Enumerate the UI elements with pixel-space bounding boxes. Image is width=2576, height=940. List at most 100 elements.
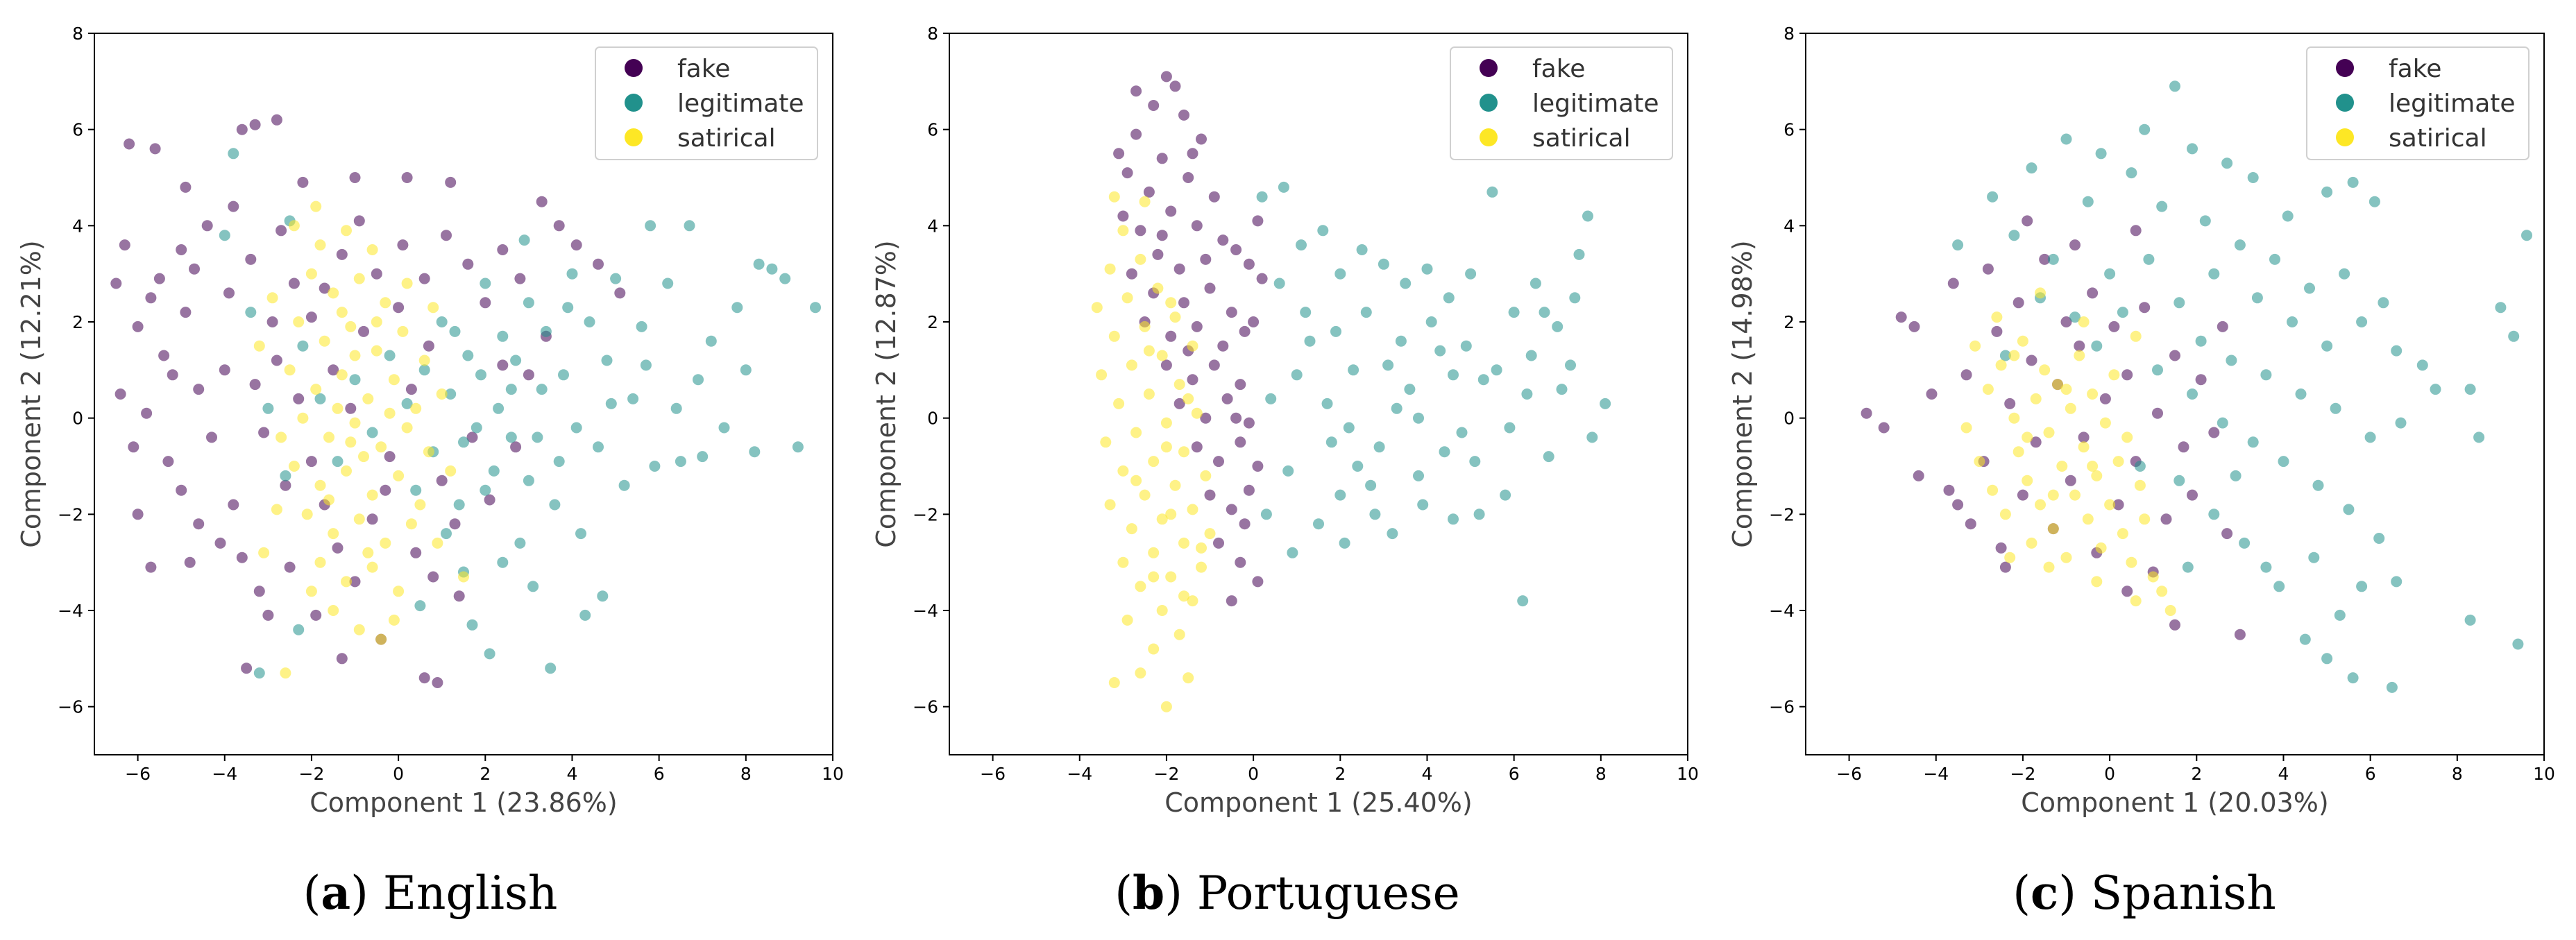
legitimate-point bbox=[2239, 537, 2251, 549]
fake-point bbox=[1248, 316, 1260, 327]
satirical-point bbox=[353, 624, 365, 635]
fake-point bbox=[2060, 316, 2072, 327]
fake-point bbox=[445, 176, 457, 188]
legitimate-point bbox=[1530, 277, 1541, 289]
satirical-point bbox=[2074, 350, 2085, 361]
fake-point bbox=[1895, 311, 1907, 323]
fake-point bbox=[1196, 133, 1207, 145]
satirical-point bbox=[314, 479, 326, 491]
legitimate-point bbox=[1395, 335, 1407, 347]
legitimate-point bbox=[1486, 186, 1498, 198]
fake-point bbox=[2017, 489, 2028, 501]
satirical-point bbox=[336, 369, 348, 381]
legitimate-point bbox=[2347, 672, 2359, 684]
legend-label-legitimate: legitimate bbox=[1532, 89, 1659, 118]
legitimate-point bbox=[1404, 384, 1416, 395]
satirical-point bbox=[305, 586, 317, 597]
fake-point bbox=[249, 119, 261, 130]
fake-point bbox=[384, 451, 396, 463]
fake-point bbox=[1239, 325, 1251, 337]
fake-point bbox=[2112, 499, 2124, 511]
satirical-point bbox=[410, 402, 422, 414]
satirical-point bbox=[2117, 528, 2128, 540]
satirical-point bbox=[1160, 417, 1172, 429]
fake-point bbox=[258, 427, 270, 438]
legitimate-point bbox=[1413, 412, 1424, 424]
fake-point bbox=[536, 196, 548, 207]
legitimate-point bbox=[1500, 489, 1511, 501]
legitimate-point bbox=[1360, 307, 1372, 318]
fake-point bbox=[1217, 234, 1229, 246]
x-tick-label: 2 bbox=[2191, 764, 2202, 784]
satirical-point bbox=[1991, 311, 2003, 323]
legend: fake legitimate satirical bbox=[595, 46, 818, 160]
satirical-point bbox=[366, 244, 378, 255]
fake-point bbox=[189, 263, 200, 275]
legitimate-point bbox=[219, 230, 230, 241]
satirical-point bbox=[341, 576, 352, 588]
satirical-point bbox=[1196, 542, 1207, 554]
fake-point bbox=[336, 248, 348, 260]
satirical-point bbox=[1196, 561, 1207, 573]
legitimate-point bbox=[1565, 359, 1576, 371]
legitimate-point bbox=[1473, 509, 1485, 520]
fake-point bbox=[284, 561, 296, 573]
legitimate-point bbox=[605, 398, 617, 409]
legitimate-point bbox=[2273, 581, 2285, 592]
fake-point bbox=[1213, 537, 1224, 549]
fake-point bbox=[328, 364, 339, 376]
fake-point bbox=[158, 350, 170, 361]
fake-point bbox=[418, 273, 430, 284]
fake-point bbox=[180, 307, 192, 318]
legitimate-point bbox=[1317, 225, 1329, 237]
satirical-point bbox=[2147, 571, 2159, 583]
satirical-point bbox=[1183, 393, 1194, 404]
satirical-point bbox=[2043, 561, 2055, 573]
legitimate-point bbox=[697, 451, 709, 463]
caption-letter-bold: a bbox=[321, 866, 350, 920]
fake-point bbox=[462, 258, 474, 270]
legitimate-point bbox=[1278, 181, 1289, 193]
legitimate-point bbox=[2391, 345, 2403, 357]
satirical-point bbox=[2035, 287, 2046, 299]
x-tick-label: −6 bbox=[125, 764, 151, 784]
satirical-point bbox=[384, 407, 396, 419]
satirical-point bbox=[2060, 384, 2072, 395]
legitimate-point bbox=[1391, 402, 1403, 414]
fake-point bbox=[2208, 427, 2220, 438]
fake-point bbox=[432, 677, 443, 688]
legitimate-point bbox=[1330, 325, 1341, 337]
satirical-point bbox=[397, 325, 409, 337]
satirical-point bbox=[276, 431, 287, 443]
satirical-point bbox=[258, 547, 270, 558]
fake-point bbox=[2065, 475, 2076, 486]
fake-point bbox=[2039, 253, 2051, 265]
satirical-point bbox=[371, 316, 382, 327]
x-tick-label: −4 bbox=[1923, 764, 1949, 784]
fake-point bbox=[497, 359, 509, 371]
fake-point bbox=[1169, 80, 1181, 92]
fake-point bbox=[2074, 340, 2085, 352]
x-tick-label: 2 bbox=[480, 764, 491, 784]
satirical-point bbox=[2134, 479, 2146, 491]
legitimate-point bbox=[1265, 393, 1277, 404]
fake-point bbox=[1226, 307, 1237, 318]
fake-point bbox=[145, 292, 157, 304]
legitimate-point bbox=[2169, 80, 2180, 92]
satirical-point bbox=[393, 586, 405, 597]
legitimate-point bbox=[462, 350, 474, 361]
legitimate-point bbox=[2464, 384, 2476, 395]
satirical-point bbox=[2112, 456, 2124, 468]
fake-point bbox=[1130, 128, 1142, 140]
y-tick-label: 4 bbox=[927, 216, 938, 236]
fake-point bbox=[410, 547, 422, 558]
satirical-point bbox=[1974, 456, 1985, 468]
fake-point bbox=[1235, 436, 1246, 448]
legitimate-point bbox=[2134, 461, 2146, 472]
legitimate-point bbox=[2095, 148, 2107, 160]
legitimate-point bbox=[693, 374, 704, 386]
satirical-point bbox=[297, 412, 309, 424]
legitimate-point bbox=[466, 619, 478, 631]
satirical-point bbox=[2121, 431, 2133, 443]
fake-point bbox=[2099, 393, 2111, 404]
